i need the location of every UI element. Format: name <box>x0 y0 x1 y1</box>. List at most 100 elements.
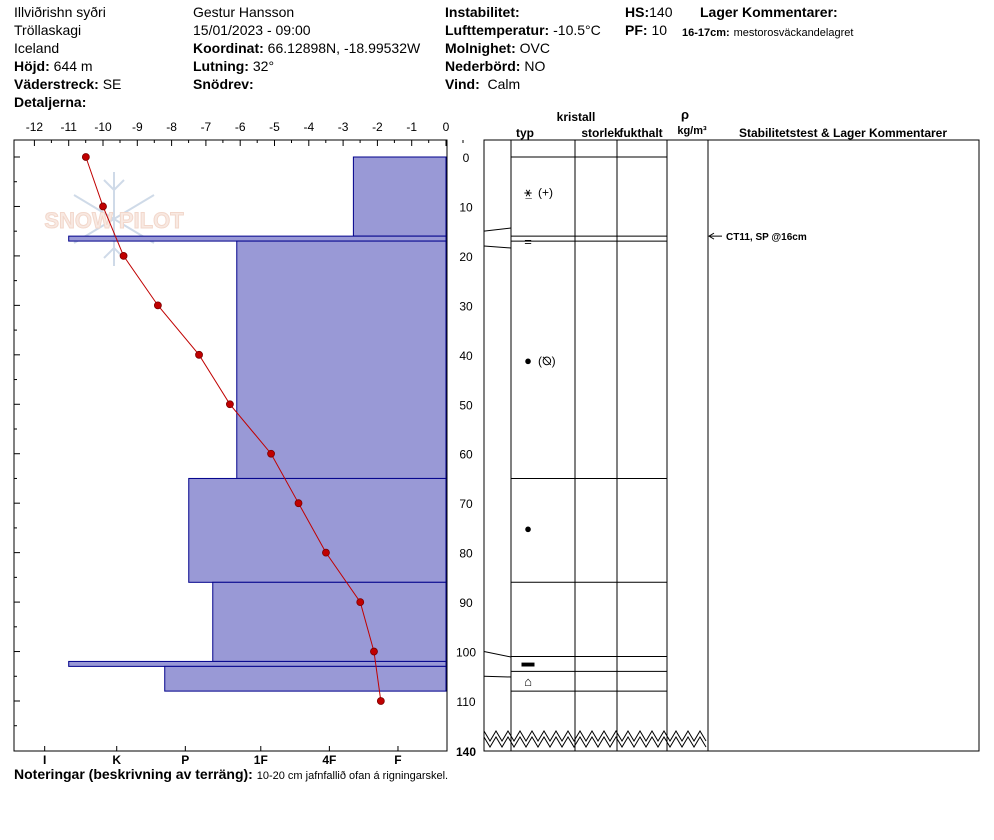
precip-label: Nederbörd: <box>445 58 521 74</box>
hardness-tick-label: 1F <box>254 753 268 767</box>
crystal-secondary-symbol: (⦰) <box>538 354 556 368</box>
hardness-bar <box>68 235 447 242</box>
crystal-secondary-symbol: (+) <box>538 186 553 200</box>
temperature-tick-label: -11 <box>60 120 77 134</box>
depth-tick-label: 80 <box>459 547 473 561</box>
temperature-tick-label: -4 <box>303 120 314 134</box>
temperature-point <box>294 499 303 508</box>
temperature-point <box>356 598 365 606</box>
hardness-bar <box>164 665 447 692</box>
temperature-tick-label: -6 <box>235 120 246 134</box>
temperature-tick-label: 0 <box>443 120 450 134</box>
wind-value: Calm <box>487 76 521 92</box>
hardness-tick-label: I <box>43 753 46 767</box>
penetration-foot: PF: 10 <box>625 22 667 39</box>
hardness-tick-label: 4F <box>322 753 336 767</box>
hs-value: 140 <box>649 4 673 20</box>
temperature-tick-label: -7 <box>201 120 212 134</box>
wind-label: Vind: <box>445 76 480 92</box>
layer-comment-text: mestorosväckandelagret <box>733 27 854 39</box>
hardness-tick-label: P <box>181 753 189 767</box>
sky-value: OVC <box>519 40 550 56</box>
crystal-type-symbol: = <box>524 234 532 249</box>
sky-cover: Molnighet: OVC <box>445 40 550 57</box>
elevation-label: Höjd: <box>14 58 50 74</box>
hardness-bar <box>68 660 447 667</box>
density-unit: kg/m³ <box>677 125 707 137</box>
coordinates: Koordinat: 66.12898N, -18.99532W <box>193 40 420 57</box>
zigzag-break <box>483 730 707 742</box>
temperature-tick-label: -12 <box>26 120 44 134</box>
crystal-type-symbol: ● <box>524 353 532 368</box>
observer-name: Gestur Hansson <box>193 4 295 20</box>
temperature-tick-label: -8 <box>166 120 177 134</box>
depth-tick-label: 110 <box>456 695 475 709</box>
stability-arrow-head <box>708 232 715 240</box>
depth-tick-label: 60 <box>459 448 473 462</box>
coord-label: Koordinat: <box>193 40 264 56</box>
depth-tick-label: 90 <box>459 596 473 610</box>
depth-tick-label: 0 <box>463 151 470 165</box>
temperature-tick-label: -2 <box>372 120 383 134</box>
location-name: Illviðrishn syðri <box>14 4 106 20</box>
airtemp-value: -10.5°C <box>553 22 601 38</box>
stability-test-label: CT11, SP @16cm <box>726 232 807 243</box>
depth-tick-label: 30 <box>459 299 473 313</box>
crystal-type-symbol: ⚹̲ <box>524 185 532 200</box>
aspect-value: SE <box>102 76 122 92</box>
slope-label: Lutning: <box>193 58 249 74</box>
hardness-bar <box>212 581 447 662</box>
temperature-tick-label: -10 <box>94 120 112 134</box>
slope: Lutning: 32° <box>193 58 274 75</box>
temperature-tick-label: -3 <box>338 120 349 134</box>
stability-header: Stabilitetstest & Lager Kommentarer <box>739 126 947 140</box>
air-temperature: Lufttemperatur: -10.5°C <box>445 22 601 39</box>
temperature-tick-label: -1 <box>406 120 417 134</box>
zigzag-break <box>483 736 707 748</box>
notes-text: 10-20 cm jafnfallið ofan á rigningarskel… <box>256 770 449 782</box>
details-label: Detaljerna: <box>14 94 87 110</box>
hardness-tick-label: K <box>112 753 121 767</box>
layer-comments-label: Lager Kommentarer: <box>700 4 838 20</box>
watermark-text: SNOW PILOT <box>44 208 184 233</box>
hardness-bar <box>236 240 447 479</box>
pf-label: PF: <box>625 22 648 38</box>
storlek-header: storlek <box>581 126 621 140</box>
elevation-value: 644 m <box>53 58 93 74</box>
layer-boundary-kink <box>483 651 512 658</box>
observation-datetime: 15/01/2023 - 09:00 <box>193 22 311 38</box>
snowpilot-watermark: SNOW PILOT <box>44 172 185 266</box>
layer-comment: 16-17cm: mestorosväckandelagret <box>682 23 853 42</box>
sky-label: Molnighet: <box>445 40 516 56</box>
slope-value: 32° <box>252 58 275 74</box>
country-name: Iceland <box>14 40 60 56</box>
depth-tick-label: 100 <box>456 646 476 660</box>
hardness-tick-label: F <box>394 753 401 767</box>
airtemp-label: Lufttemperatur: <box>445 22 550 38</box>
temperature-point <box>322 548 330 557</box>
aspect-label: Väderstreck: <box>14 76 99 92</box>
precip-value: NO <box>524 58 546 74</box>
temperature-point <box>81 153 90 161</box>
layer-boundary-kink <box>483 245 512 249</box>
snow-height: HS:140 <box>625 4 672 21</box>
hs-label: HS: <box>625 4 650 20</box>
hardness-bar <box>188 477 447 583</box>
depth-tick-label: 20 <box>459 250 473 264</box>
pf-value: 10 <box>651 22 668 38</box>
precipitation: Nederbörd: NO <box>445 58 545 75</box>
temperature-point <box>195 350 203 359</box>
kristall-header: kristall <box>557 110 596 124</box>
typ-header: typ <box>516 126 534 140</box>
elevation: Höjd: 644 m <box>14 58 93 75</box>
density-header: ρ <box>681 107 689 122</box>
temperature-point <box>370 647 378 656</box>
instability-label: Instabilitet: <box>445 4 520 20</box>
notes-label: Noteringar (beskrivning av terräng): <box>14 766 253 782</box>
temperature-line <box>85 156 382 702</box>
layer-boundary-kink <box>483 675 512 678</box>
depth-tick-label: 140 <box>456 745 476 759</box>
drift-label: Snödrev: <box>193 76 254 92</box>
depth-tick-label: 50 <box>459 398 473 412</box>
